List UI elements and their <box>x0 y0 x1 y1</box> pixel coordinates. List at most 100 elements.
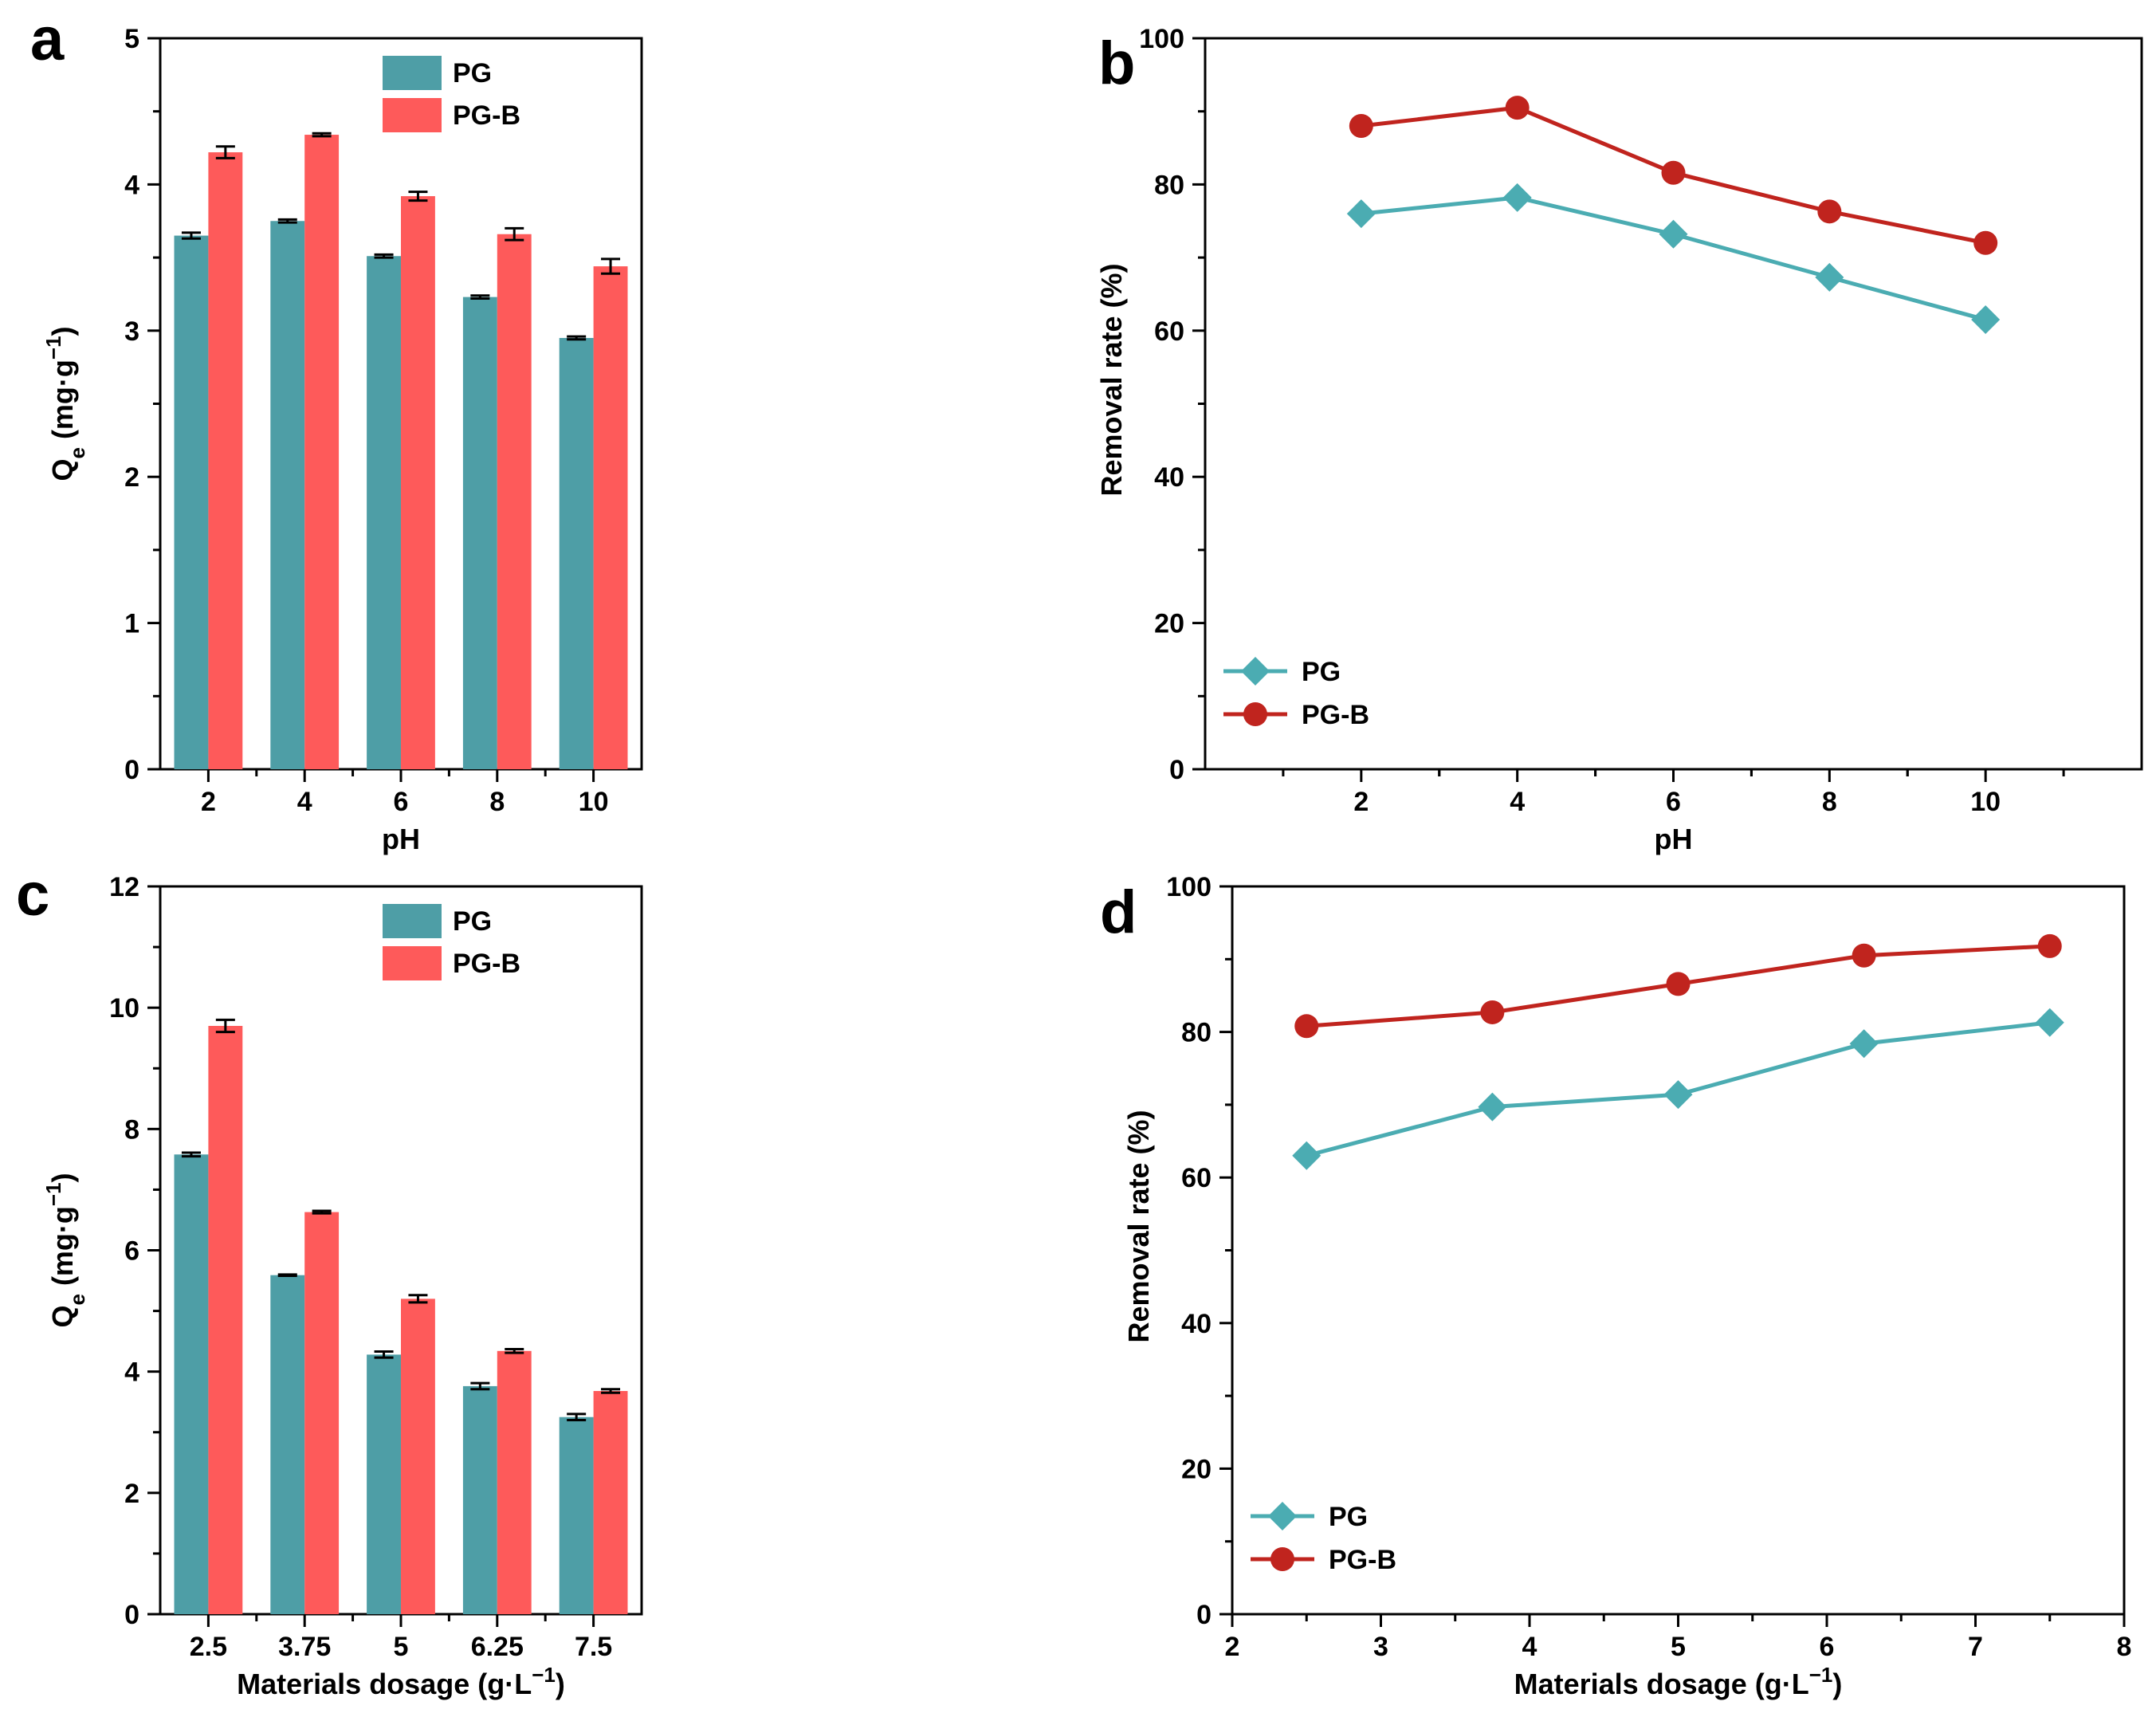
x-tick-label: 2.5 <box>190 1632 227 1662</box>
y-axis-title-sup: −1 <box>41 336 65 360</box>
x-tick-label: 6 <box>1820 1632 1835 1662</box>
y-tick-label: 2 <box>124 1479 139 1509</box>
y-axis-title-close: ) <box>46 1173 79 1182</box>
bar-pg <box>559 1416 594 1614</box>
bar-pg <box>174 1154 209 1614</box>
x-tick-label: 2 <box>1353 787 1369 817</box>
bar-pgb <box>497 234 532 770</box>
y-tick-label: 80 <box>1181 1018 1212 1048</box>
y-axis-title: Removal rate (%) <box>1095 263 1128 496</box>
y-axis-title-unit: (mg·g <box>46 360 79 447</box>
y-tick-label: 12 <box>109 872 139 902</box>
bar-pg <box>270 221 305 769</box>
marker-pg <box>1815 262 1844 292</box>
marker-pg <box>1659 219 1688 249</box>
x-tick-label: 10 <box>579 787 609 817</box>
y-tick-label: 60 <box>1154 316 1184 347</box>
bar-pgb <box>497 1350 532 1614</box>
y-axis-title: Removal rate (%) <box>1122 1110 1155 1342</box>
legend-label: PG <box>453 58 492 88</box>
legend-label: PG <box>1302 657 1341 687</box>
chart-panel-a: 0 1 2 3 4 5 2 4 6 8 10 PG PG-B Qe (mg·g−1) pH <box>41 24 643 855</box>
legend-label: PG-B <box>453 949 520 979</box>
legend-label: PG-B <box>1302 700 1369 730</box>
bar-pg <box>367 256 401 769</box>
marker-pg <box>1849 1029 1879 1059</box>
y-tick-label: 6 <box>124 1236 139 1267</box>
marker-pg <box>1663 1080 1693 1110</box>
y-axis-title-unit: (mg·g <box>46 1206 79 1294</box>
y-axis-title-main: Q <box>46 459 79 481</box>
x-tick-label: 2 <box>1225 1632 1240 1662</box>
x-tick-label: 6.25 <box>471 1632 524 1662</box>
legend-marker-pg <box>1241 657 1270 686</box>
y-tick-label: 0 <box>1169 755 1184 785</box>
marker-pgb <box>1666 972 1691 996</box>
y-tick-label: 40 <box>1181 1309 1212 1339</box>
marker-pg <box>1292 1141 1321 1170</box>
marker-pg <box>1971 305 2001 335</box>
legend-swatch-pg <box>383 56 442 90</box>
marker-pgb <box>1661 160 1686 185</box>
y-tick-label: 5 <box>124 24 139 54</box>
y-axis-title-main: Q <box>46 1306 79 1328</box>
bar-pg <box>462 1385 497 1614</box>
x-axis-title-sup: −1 <box>532 1663 556 1687</box>
panel-a-letter: a <box>30 6 65 73</box>
x-tick-label: 8 <box>489 787 505 817</box>
bar-pg <box>367 1354 401 1614</box>
legend-swatch-pgb <box>383 946 442 980</box>
legend-label: PG <box>453 906 492 937</box>
x-tick-label: 8 <box>1822 787 1837 817</box>
marker-pg <box>1502 183 1532 212</box>
bar-pg <box>174 235 209 770</box>
x-tick-label: 3 <box>1373 1632 1388 1662</box>
y-tick-label: 10 <box>109 993 139 1024</box>
y-tick-label: 4 <box>124 1358 139 1388</box>
bar-pgb <box>304 1212 340 1614</box>
y-tick-label: 0 <box>1196 1600 1212 1630</box>
y-axis-title: Qe (mg·g−1) <box>41 326 89 481</box>
y-tick-label: 2 <box>124 462 139 493</box>
x-axis-title: pH <box>1655 823 1693 855</box>
legend-label: PG-B <box>453 100 520 131</box>
x-tick-label: 5 <box>394 1632 409 1662</box>
x-tick-label: 6 <box>394 787 409 817</box>
marker-pg <box>1478 1092 1507 1122</box>
bar-pgb <box>593 1391 628 1614</box>
x-axis-title-sup: −1 <box>1809 1663 1833 1687</box>
legend-swatch-pg <box>383 904 442 938</box>
legend-label: PG <box>1329 1502 1368 1532</box>
bar-pg <box>559 337 594 770</box>
chart-panel-d: 0 20 40 60 80 100 2 3 4 5 6 7 8 PG PG-B Removal rate (%… <box>1122 872 2131 1700</box>
bar-pgb <box>401 196 435 769</box>
x-tick-label: 3.75 <box>278 1632 331 1662</box>
bar-pgb <box>304 135 340 769</box>
y-axis-title-sub: e <box>65 447 89 458</box>
bar-pg <box>462 297 497 769</box>
x-axis-title: Materials dosage (g·L−1) <box>237 1663 565 1700</box>
y-tick-label: 40 <box>1154 462 1184 493</box>
legend-swatch-pgb <box>383 98 442 132</box>
y-tick-label: 100 <box>1139 24 1184 54</box>
x-tick-label: 7 <box>1968 1632 1983 1662</box>
y-axis-title: Qe (mg·g−1) <box>41 1173 89 1327</box>
marker-pgb <box>1349 114 1373 139</box>
marker-pgb <box>1294 1014 1319 1039</box>
x-axis-title: Materials dosage (g·L−1) <box>1514 1663 1843 1700</box>
marker-pgb <box>1973 230 1998 255</box>
marker-pg <box>1346 199 1376 229</box>
y-tick-label: 20 <box>1181 1454 1212 1484</box>
panel-c-letter: c <box>16 861 49 929</box>
legend-marker-pgb <box>1270 1547 1294 1571</box>
y-tick-label: 4 <box>124 170 139 200</box>
x-tick-label: 2 <box>201 787 216 817</box>
y-axis-title-close: ) <box>46 326 79 336</box>
y-tick-label: 80 <box>1154 170 1184 200</box>
x-axis-title-main: Materials dosage (g·L <box>1514 1668 1809 1700</box>
y-tick-label: 3 <box>124 316 139 347</box>
y-tick-label: 60 <box>1181 1163 1212 1193</box>
y-tick-label: 8 <box>124 1114 139 1145</box>
y-axis-title-sub: e <box>65 1294 89 1305</box>
